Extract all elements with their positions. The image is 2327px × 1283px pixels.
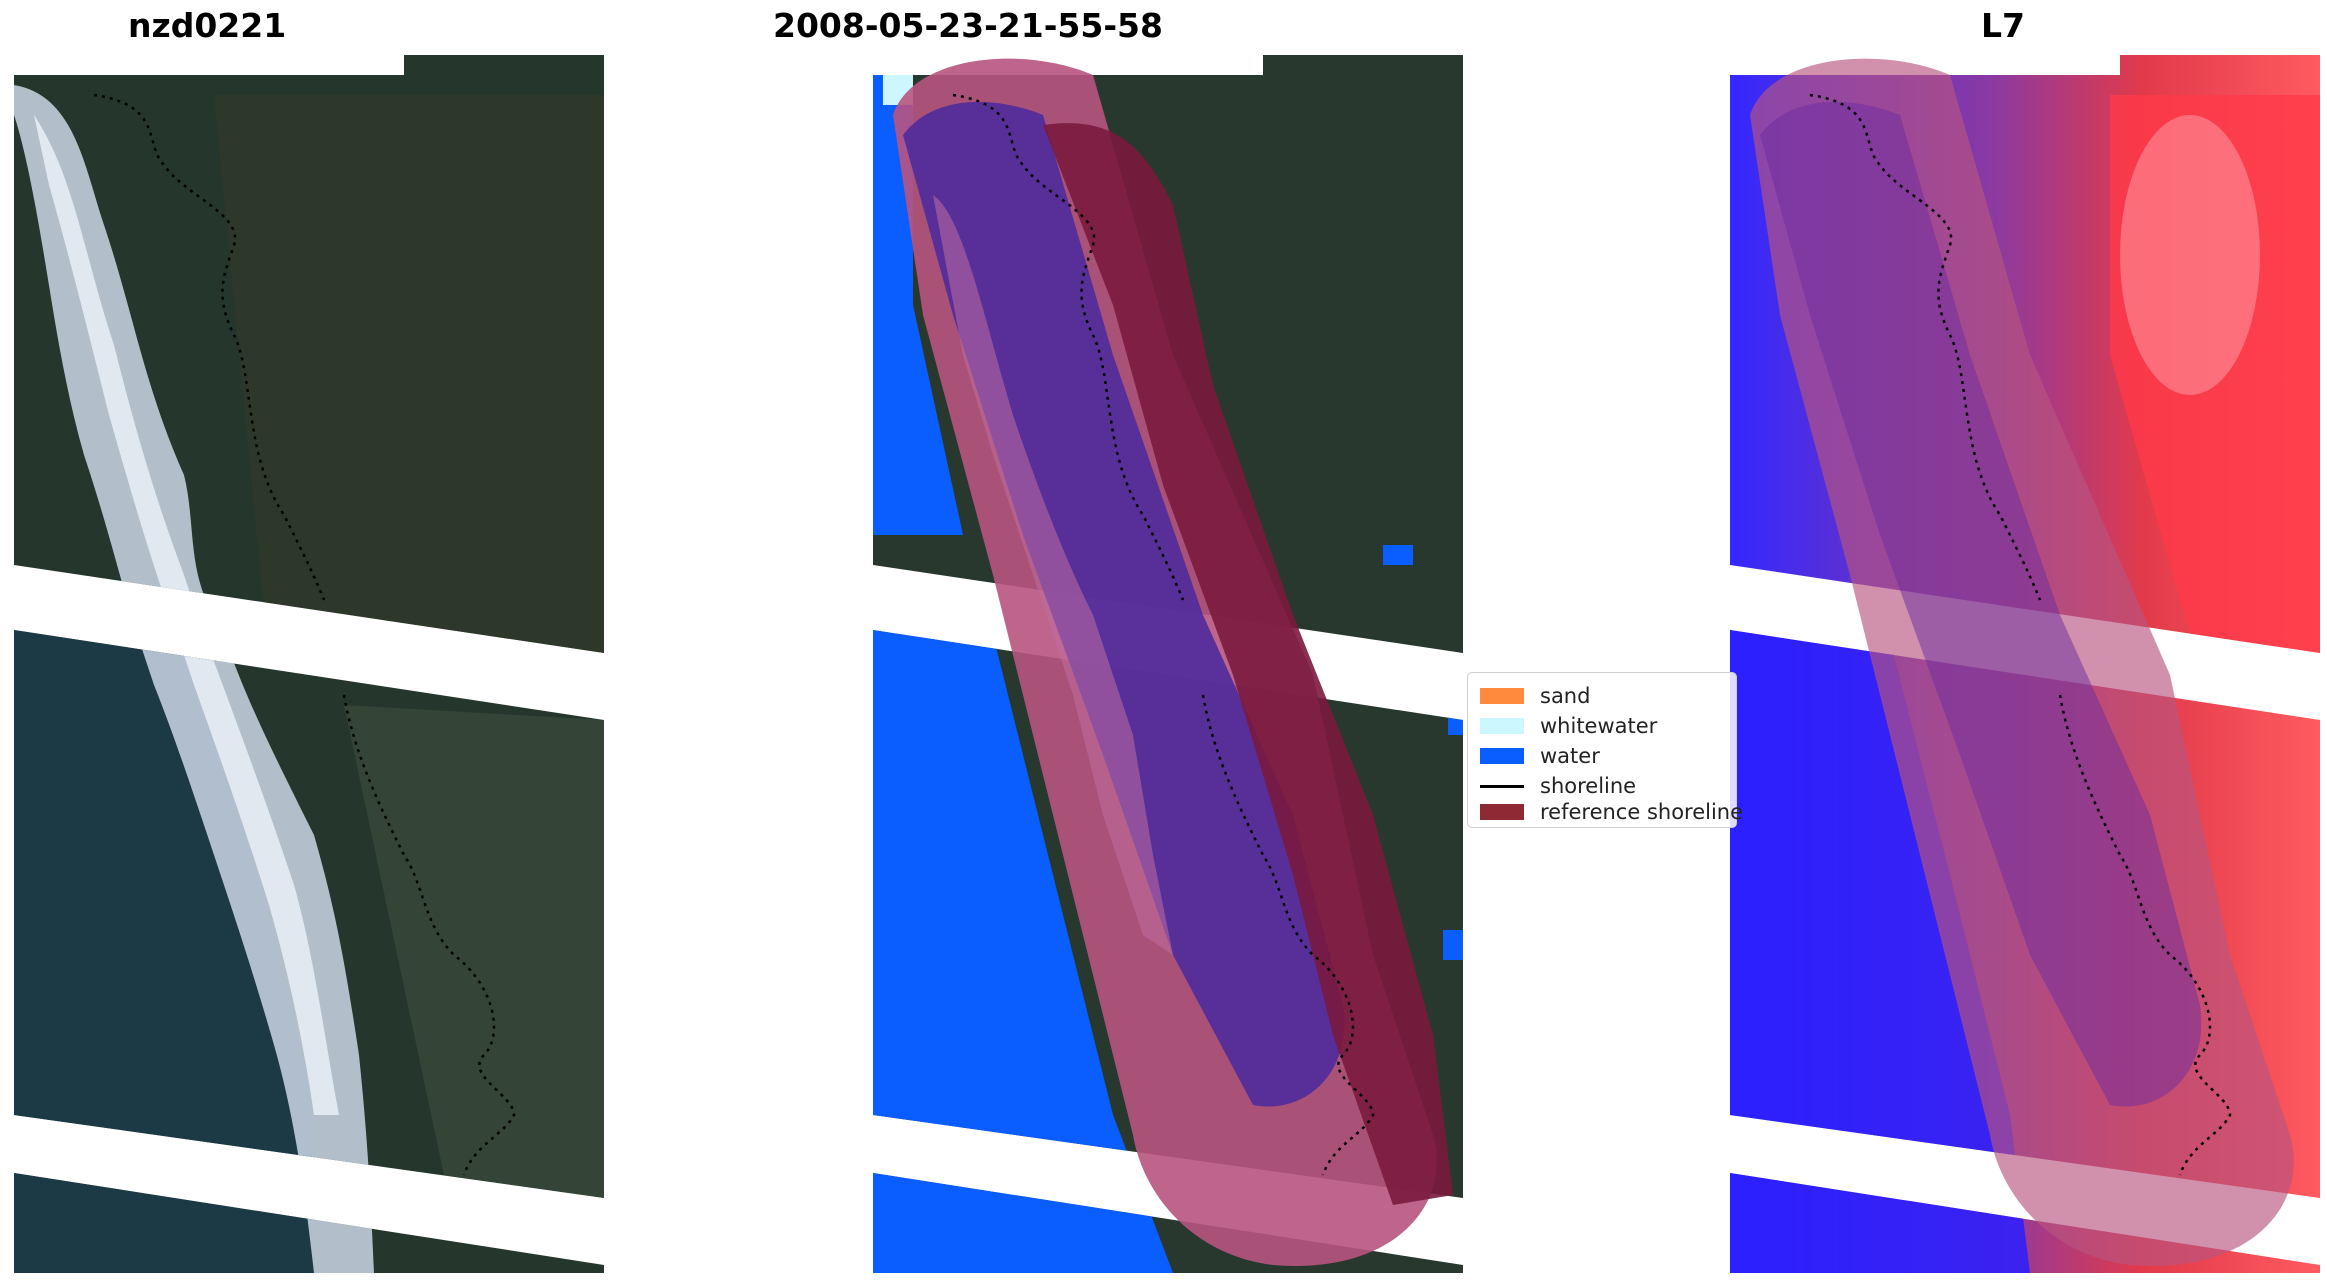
legend-item-reference-shoreline: reference shoreline <box>1468 797 1743 827</box>
panel-title-image-name: nzd0221 <box>128 6 287 45</box>
legend-label-shoreline: shoreline <box>1540 774 1637 798</box>
legend: sand whitewater water shoreline referenc… <box>1467 672 1743 828</box>
index-image <box>1730 55 2320 1273</box>
legend-item-sand: sand <box>1468 681 1590 711</box>
panel-title-satellite: L7 <box>1981 6 2025 45</box>
legend-swatch-sand <box>1480 688 1524 704</box>
legend-swatch-reference-shoreline <box>1480 804 1524 820</box>
index-panel <box>1730 55 2320 1273</box>
legend-item-water: water <box>1468 741 1600 771</box>
rgb-image-panel <box>14 55 604 1273</box>
classification-image <box>873 55 1463 1273</box>
legend-swatch-water <box>1480 748 1524 764</box>
legend-item-whitewater: whitewater <box>1468 711 1657 741</box>
legend-swatch-whitewater <box>1480 718 1524 734</box>
classification-panel <box>873 55 1463 1273</box>
rgb-image <box>14 55 604 1273</box>
legend-item-shoreline: shoreline <box>1468 771 1636 801</box>
legend-label-reference-shoreline: reference shoreline <box>1540 800 1744 824</box>
legend-label-sand: sand <box>1540 684 1591 708</box>
legend-label-water: water <box>1540 744 1600 768</box>
panel-title-date: 2008-05-23-21-55-58 <box>773 6 1163 45</box>
legend-label-whitewater: whitewater <box>1540 714 1658 738</box>
legend-line-shoreline <box>1480 784 1524 788</box>
